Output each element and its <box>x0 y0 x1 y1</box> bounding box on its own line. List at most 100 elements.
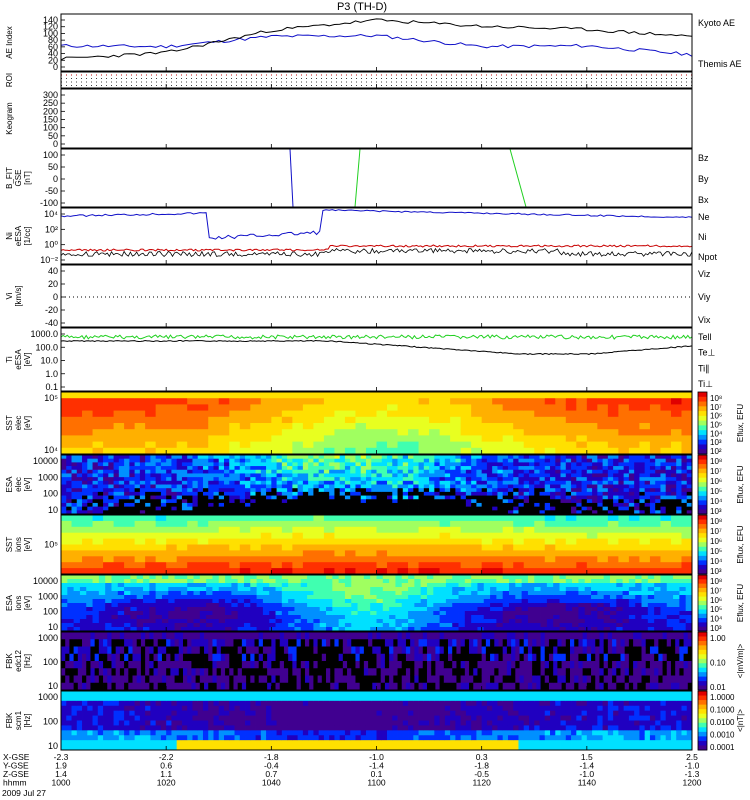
spectrogram-cell <box>439 611 447 616</box>
spectrogram-cell <box>408 607 415 612</box>
spectrogram-cell <box>673 611 680 616</box>
spectrogram-cell <box>544 550 556 557</box>
spectrogram-cell <box>389 619 396 624</box>
y-tick-label: 10 <box>48 741 58 751</box>
spectrogram-cell <box>255 488 262 493</box>
panel-ylabel: FBK <box>5 653 14 669</box>
spectrogram-cell <box>281 538 293 545</box>
spectrogram-cell <box>269 595 276 600</box>
spectrogram-cell <box>460 506 467 511</box>
spectrogram-cell <box>208 404 220 411</box>
spectrogram-cell <box>464 627 472 632</box>
spectrogram-cell <box>458 583 466 588</box>
spectrogram-cell <box>572 623 579 628</box>
spectrogram-cell <box>250 416 262 424</box>
spectrogram-cell <box>218 599 226 604</box>
spectrogram-cell <box>143 591 150 596</box>
spectrogram-cell <box>313 495 320 500</box>
spectrogram-cell <box>187 611 194 616</box>
spectrogram-cell <box>266 455 272 460</box>
spectrogram-cell <box>350 502 356 508</box>
panel-ylabel: [eV] <box>23 352 32 366</box>
spectrogram-cell <box>613 466 619 471</box>
spectrogram-cell <box>139 488 146 493</box>
spectrogram-cell <box>434 466 440 471</box>
spectrogram-cell <box>166 462 172 467</box>
spectrogram-cell <box>132 653 138 662</box>
spectrogram-cell <box>168 595 175 600</box>
spectrogram-cell <box>465 473 472 478</box>
spectrogram-cell <box>502 484 509 489</box>
spectrogram-cell <box>76 473 83 478</box>
spectrogram-cell <box>150 491 157 496</box>
spectrogram-cell <box>231 615 239 620</box>
spectrogram-cell <box>129 458 136 463</box>
spectrogram-cell <box>339 495 346 500</box>
spectrogram-cell <box>433 579 440 584</box>
spectrogram-cell <box>292 526 304 534</box>
spectrogram-cell <box>166 556 178 563</box>
spectrogram-cell <box>145 499 151 504</box>
spectrogram-cell <box>546 603 554 608</box>
spectrogram-cell <box>155 562 167 569</box>
spectrogram-cell <box>528 506 535 511</box>
spectrogram-cell <box>444 455 451 460</box>
spectrogram-cell <box>275 619 283 624</box>
spectrogram-cell <box>518 458 525 463</box>
spectrogram-cell <box>576 538 588 545</box>
spectrogram-cell <box>647 603 655 608</box>
spectrogram-cell <box>676 480 682 485</box>
spectrogram-cell <box>513 520 525 528</box>
y-tick-label: -100 <box>40 198 58 208</box>
spectrogram-cell <box>376 568 388 575</box>
spectrogram-cell <box>397 469 404 474</box>
spectrogram-cell <box>450 447 462 455</box>
spectrogram-cell <box>439 595 447 600</box>
spectrogram-cell <box>628 599 636 604</box>
spectrogram-cell <box>111 595 119 600</box>
spectrogram-cell <box>496 599 504 604</box>
spectrogram-cell <box>534 532 546 539</box>
spectrogram-cell <box>581 462 588 467</box>
spectrogram-cell <box>681 506 688 511</box>
spectrogram-cell <box>439 583 447 588</box>
spectrogram-cell <box>628 556 640 563</box>
spectrogram-cell <box>166 466 172 471</box>
spectrogram-cell <box>307 623 314 628</box>
spectrogram-cell <box>597 568 609 575</box>
spectrogram-cell <box>550 488 556 493</box>
spectrogram-cell <box>649 462 656 467</box>
spectrogram-cell <box>641 587 649 592</box>
spectrogram-cell <box>98 591 106 596</box>
spectrogram-cell <box>287 473 293 478</box>
spectrogram-cell <box>287 480 293 485</box>
spectrogram-cell <box>639 410 651 418</box>
spectrogram-cell <box>513 544 525 551</box>
spectrogram-cell <box>332 607 340 612</box>
spectrogram-cell <box>180 627 188 632</box>
spectrogram-cell <box>572 603 579 608</box>
spectrogram-cell <box>408 502 414 508</box>
spectrogram-cell <box>103 661 108 669</box>
spectrogram-cell <box>139 469 146 474</box>
spectrogram-cell <box>350 499 356 504</box>
spectrogram-cell <box>174 587 182 592</box>
spectrogram-cell <box>586 473 593 478</box>
spectrogram-cell <box>465 469 472 474</box>
spectrogram-cell <box>676 495 682 500</box>
spectrogram-cell <box>518 499 525 504</box>
spectrogram-cell <box>450 532 462 539</box>
spectrogram-cell <box>418 515 430 522</box>
spectrogram-cell <box>329 462 335 467</box>
spectrogram-cell <box>266 491 272 496</box>
spectrogram-cell <box>492 404 504 411</box>
spectrogram-cell <box>174 675 180 684</box>
spectrogram-cell <box>245 469 251 474</box>
spectrogram-cell <box>616 611 623 616</box>
spectrogram-cell <box>572 595 579 600</box>
panel-ylabel: ions <box>14 537 23 552</box>
spectrogram-cell <box>481 416 493 424</box>
spectrogram-cell <box>540 607 548 612</box>
spectrogram-cell <box>540 615 548 620</box>
spectrogram-cell <box>276 499 283 504</box>
